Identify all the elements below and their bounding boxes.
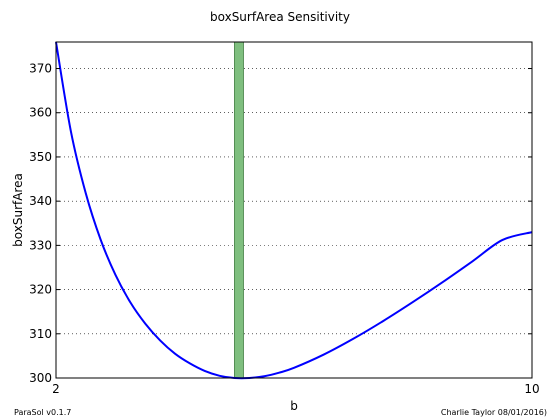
- footer-author: Charlie Taylor 08/01/2016): [441, 408, 547, 417]
- y-tick-label: 320: [29, 283, 52, 297]
- chart-title: boxSurfArea Sensitivity: [210, 10, 350, 24]
- y-tick-label: 330: [29, 238, 52, 252]
- plot-frame: [55, 41, 533, 379]
- y-axis-ticks: 300 310 320 330 340 350 360 370: [29, 62, 532, 385]
- series-line: [55, 41, 533, 380]
- x-axis-ticks: 2 10: [52, 382, 539, 396]
- y-axis-label: boxSurfArea: [11, 173, 25, 247]
- footer-version: ParaSol v0.1.7: [14, 408, 71, 417]
- y-tick-label: 310: [29, 327, 52, 341]
- y-tick-label: 370: [29, 62, 52, 76]
- x-axis-label: b: [290, 399, 298, 413]
- highlight-band: [234, 41, 244, 379]
- y-tick-label: 350: [29, 150, 52, 164]
- x-tick-label: 2: [52, 382, 60, 396]
- y-tick-label: 300: [29, 371, 52, 385]
- grid-lines: [56, 68, 532, 335]
- y-tick-label: 340: [29, 194, 52, 208]
- y-tick-label: 360: [29, 106, 52, 120]
- x-tick-label: 10: [524, 382, 539, 396]
